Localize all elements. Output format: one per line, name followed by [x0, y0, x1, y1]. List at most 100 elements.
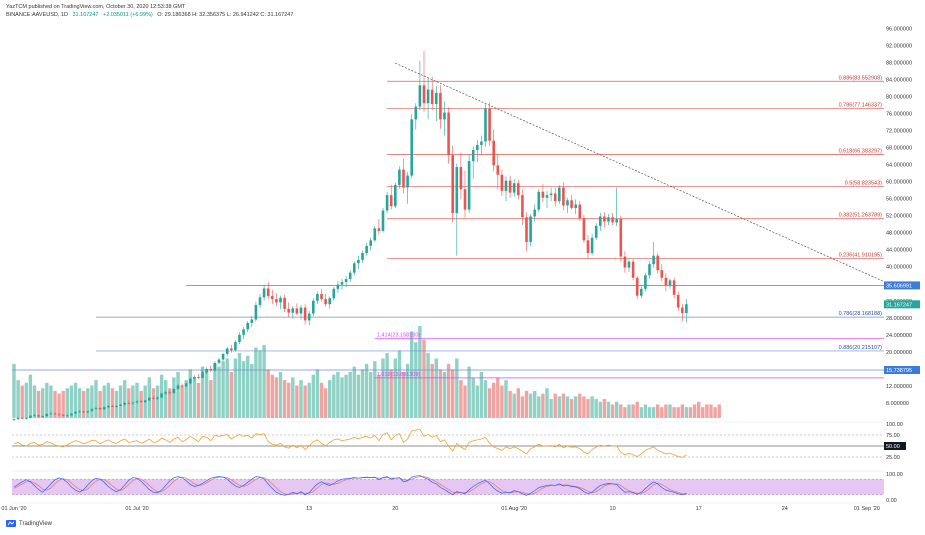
- stoch-d-line: [13, 476, 687, 496]
- candle-body: [291, 308, 295, 313]
- candle-body: [406, 175, 409, 188]
- candle-body: [279, 297, 282, 303]
- tradingview-logo-icon: [6, 520, 16, 527]
- rsi-current-label-bg: [884, 442, 906, 450]
- volume-bar: [258, 350, 262, 418]
- candle-body: [631, 261, 635, 278]
- candle-body: [74, 411, 77, 414]
- candle-body: [656, 255, 659, 271]
- volume-bar: [615, 401, 619, 418]
- volume-bar: [225, 358, 229, 418]
- volume-bar: [369, 372, 373, 418]
- candle-body: [41, 416, 44, 417]
- candle-body: [385, 195, 389, 211]
- candle-body: [594, 225, 598, 238]
- candle-body: [94, 408, 98, 409]
- candle-body: [238, 334, 241, 343]
- volume-bar: [90, 385, 94, 418]
- candle-body: [271, 296, 274, 300]
- volume-bar: [586, 399, 590, 418]
- rsi-axis-tick: 75.00: [886, 433, 900, 439]
- price-axis-tick: 8.000000: [886, 401, 909, 407]
- candle-body: [20, 417, 24, 419]
- volume-bar: [422, 339, 426, 418]
- candle-body: [582, 218, 586, 241]
- volume-bar: [364, 363, 369, 418]
- price-axis-tick: 64.000000: [886, 163, 912, 169]
- candle-body: [377, 228, 381, 231]
- volume-bar: [262, 344, 266, 418]
- volume-bar: [184, 380, 188, 418]
- volume-bar: [270, 374, 274, 418]
- candle-body: [287, 308, 290, 313]
- candle-body: [484, 108, 487, 142]
- volume-bar: [344, 374, 348, 418]
- candle-body: [361, 253, 364, 260]
- candle-body: [123, 402, 126, 405]
- volume-bar: [483, 380, 488, 418]
- volume-bar: [664, 404, 668, 418]
- candle-body: [61, 414, 65, 416]
- volume-bar: [118, 385, 123, 418]
- volume-bar: [135, 382, 139, 418]
- time-axis-label: 01 Jul '20: [125, 506, 148, 512]
- rsi-line: [13, 428, 687, 458]
- volume-bar: [701, 407, 705, 418]
- volume-bar: [606, 401, 611, 418]
- candle-body: [627, 261, 631, 268]
- volume-bar: [69, 385, 74, 418]
- candle-body: [504, 180, 508, 191]
- candle-body: [78, 411, 81, 413]
- candle-body: [672, 280, 676, 295]
- stoch-axis-tick: 100.00: [886, 472, 903, 478]
- price-axis-tick: 44.000000: [886, 248, 912, 254]
- volume-bar: [541, 393, 545, 418]
- candle-body: [262, 288, 266, 298]
- volume-bar: [328, 380, 332, 418]
- price-change: +2.035011 (+6.99%): [103, 12, 153, 18]
- candle-body: [512, 183, 516, 193]
- candle-body: [570, 200, 573, 208]
- candle-body: [107, 405, 110, 408]
- time-axis-label: 24: [782, 506, 788, 512]
- candle-body: [373, 228, 377, 241]
- candle-body: [37, 415, 40, 417]
- stoch-k-line: [13, 475, 687, 496]
- volume-bar: [426, 353, 430, 418]
- volume-bar: [602, 399, 607, 418]
- volume-bar: [442, 372, 447, 418]
- volume-bar: [471, 377, 475, 418]
- volume-bar: [57, 393, 61, 418]
- volume-bar: [385, 353, 389, 418]
- volume-bar: [20, 385, 24, 418]
- volume-bar: [213, 363, 217, 418]
- volume-bar: [660, 407, 664, 418]
- candle-body: [25, 417, 28, 419]
- candle-body: [521, 195, 524, 218]
- volume-bar: [528, 393, 533, 418]
- tradingview-footer: TradingView: [6, 520, 52, 527]
- ohlc-values: O: 29.186368 H: 32.356375 L: 26.941242 C…: [157, 12, 294, 18]
- candle-body: [283, 297, 286, 309]
- support-level-label: 0.786(28.168188): [839, 311, 883, 317]
- volume-bar: [98, 390, 102, 418]
- volume-bar: [504, 380, 508, 418]
- candle-body: [603, 216, 606, 222]
- volume-bar: [533, 390, 537, 418]
- fib-level-label: 0.236(41.910195): [839, 253, 883, 259]
- candle-body: [660, 270, 664, 278]
- volume-bar: [237, 353, 242, 418]
- volume-bar: [709, 404, 713, 418]
- candle-body: [652, 255, 655, 265]
- fib-level-label: 0.786(77.146337): [839, 103, 883, 109]
- volume-bar: [688, 407, 693, 418]
- symbol-name[interactable]: BINANCE:AAVEUSD, 1D: [6, 12, 68, 18]
- time-axis-label: 10: [610, 506, 616, 512]
- volume-bar: [274, 377, 279, 418]
- volume-bar: [291, 377, 295, 418]
- candle-body: [394, 184, 397, 207]
- candle-body: [320, 293, 323, 300]
- price-axis-tick: 88.000000: [886, 60, 912, 66]
- candle-body: [33, 415, 36, 417]
